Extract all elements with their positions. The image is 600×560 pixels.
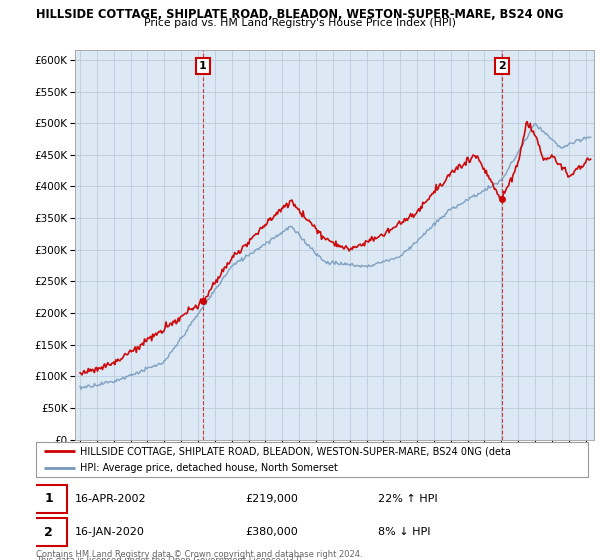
Text: 1: 1 bbox=[199, 61, 207, 71]
Text: HPI: Average price, detached house, North Somerset: HPI: Average price, detached house, Nort… bbox=[80, 464, 338, 473]
Text: 8% ↓ HPI: 8% ↓ HPI bbox=[378, 528, 431, 537]
Text: HILLSIDE COTTAGE, SHIPLATE ROAD, BLEADON, WESTON-SUPER-MARE, BS24 0NG (deta: HILLSIDE COTTAGE, SHIPLATE ROAD, BLEADON… bbox=[80, 446, 511, 456]
Text: HILLSIDE COTTAGE, SHIPLATE ROAD, BLEADON, WESTON-SUPER-MARE, BS24 0NG: HILLSIDE COTTAGE, SHIPLATE ROAD, BLEADON… bbox=[36, 8, 564, 21]
Text: 2: 2 bbox=[498, 61, 506, 71]
Text: 1: 1 bbox=[44, 492, 53, 505]
FancyBboxPatch shape bbox=[31, 484, 67, 513]
Text: 22% ↑ HPI: 22% ↑ HPI bbox=[378, 494, 438, 503]
Text: This data is licensed under the Open Government Licence v3.0.: This data is licensed under the Open Gov… bbox=[36, 556, 304, 560]
FancyBboxPatch shape bbox=[31, 518, 67, 547]
Text: Price paid vs. HM Land Registry's House Price Index (HPI): Price paid vs. HM Land Registry's House … bbox=[144, 18, 456, 29]
Text: 2: 2 bbox=[44, 526, 53, 539]
Text: £219,000: £219,000 bbox=[246, 494, 299, 503]
Text: £380,000: £380,000 bbox=[246, 528, 299, 537]
Text: 16-JAN-2020: 16-JAN-2020 bbox=[74, 528, 145, 537]
Text: Contains HM Land Registry data © Crown copyright and database right 2024.: Contains HM Land Registry data © Crown c… bbox=[36, 550, 362, 559]
Text: 16-APR-2002: 16-APR-2002 bbox=[74, 494, 146, 503]
